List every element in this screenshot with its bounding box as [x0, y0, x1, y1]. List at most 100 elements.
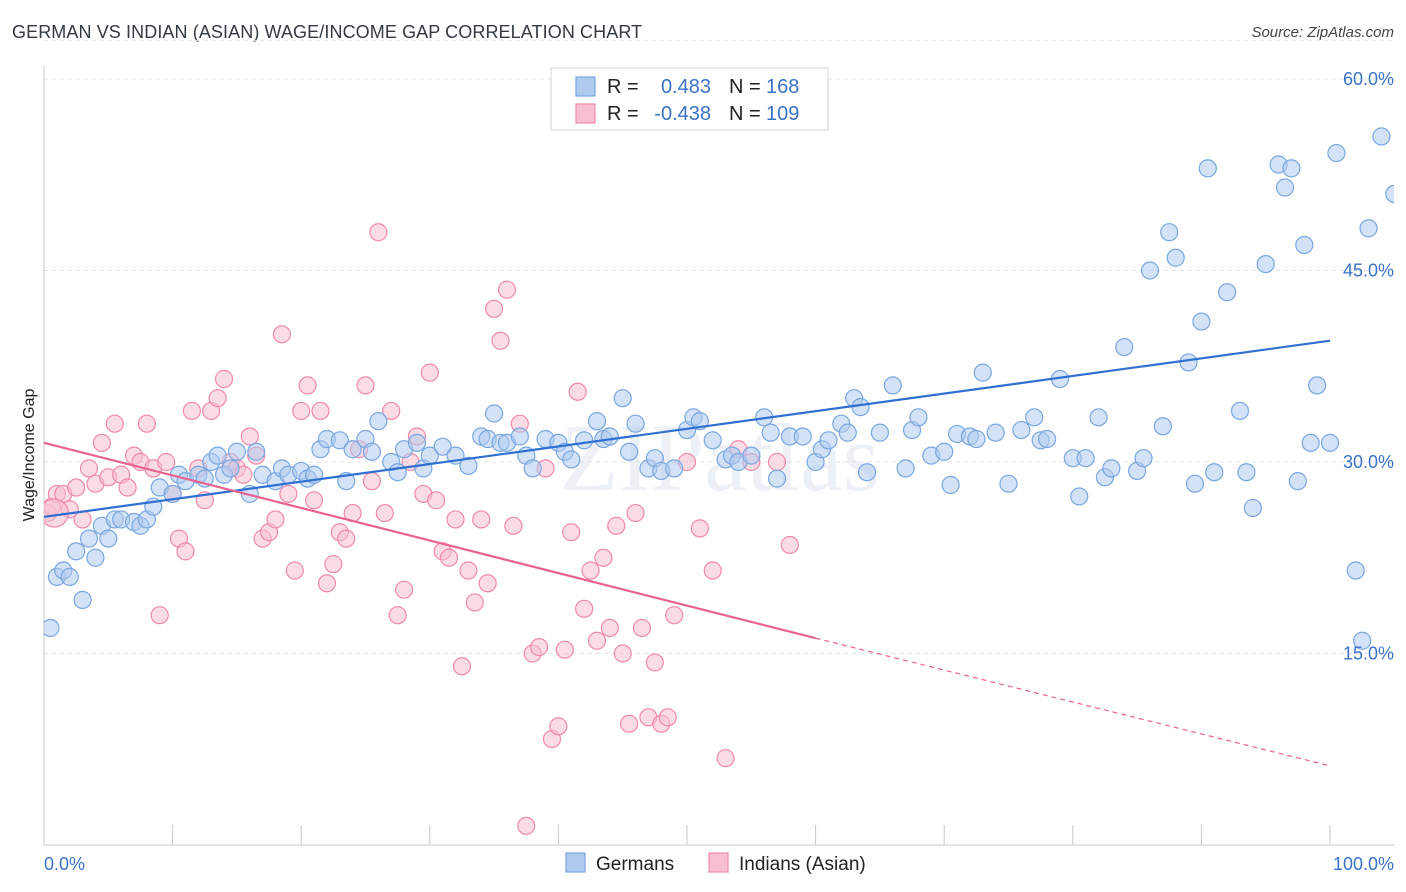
- german-point-130: [1185, 474, 1205, 493]
- german-point-146: [1320, 433, 1340, 452]
- german-point-132: [1198, 159, 1217, 178]
- german-point-25: [221, 459, 240, 478]
- indian-point-89: [607, 516, 626, 535]
- german-point-6: [79, 529, 99, 548]
- indian-point-82: [562, 523, 581, 542]
- german-point-42: [362, 442, 382, 461]
- german-point-137: [1243, 498, 1262, 518]
- german-point-64: [562, 450, 581, 469]
- german-point-152: [1385, 184, 1394, 203]
- indian-point-100: [690, 519, 709, 538]
- german-point-75: [665, 459, 684, 478]
- german-point-108: [973, 363, 992, 382]
- indian-point-64: [446, 510, 465, 529]
- german-point-9: [99, 529, 118, 548]
- german-point-96: [857, 463, 877, 482]
- legend-swatch-indians-bottom: [708, 852, 729, 873]
- indian-point-97: [658, 708, 677, 727]
- german-point-68: [600, 427, 619, 446]
- german-point-124: [1134, 449, 1153, 468]
- german-point-40: [343, 440, 362, 459]
- indian-point-86: [587, 631, 607, 650]
- indian-point-40: [292, 401, 311, 421]
- german-point-0: [44, 618, 60, 638]
- german-point-93: [838, 423, 857, 442]
- legend-label-germans: Germans: [596, 854, 674, 875]
- indian-point-52: [369, 223, 388, 242]
- legend-n-label-germans: N =: [729, 76, 761, 98]
- indian-point-37: [272, 325, 292, 344]
- indian-point-72: [497, 280, 517, 299]
- chart-title: GERMAN VS INDIAN (ASIAN) WAGE/INCOME GAP…: [12, 22, 643, 42]
- german-point-79: [703, 431, 722, 450]
- indian-point-53: [375, 503, 394, 523]
- german-point-122: [1115, 338, 1134, 357]
- legend-box: [550, 67, 829, 131]
- indian-point-23: [182, 401, 201, 421]
- german-point-112: [1025, 408, 1044, 427]
- german-point-99: [896, 459, 915, 478]
- indian-point-27: [208, 389, 227, 408]
- indian-point-5: [67, 478, 86, 497]
- german-point-119: [1089, 408, 1108, 427]
- legend-r-label-germans: R =: [607, 76, 639, 98]
- german-point-121: [1102, 459, 1121, 478]
- german-point-66: [587, 412, 607, 431]
- indian-point-36: [266, 510, 285, 529]
- indian-point-9: [92, 433, 111, 452]
- indian-point-13: [118, 478, 137, 497]
- indian-point-68: [472, 510, 491, 529]
- indian-point-38: [279, 484, 298, 504]
- german-point-71: [626, 414, 645, 433]
- indian-point-73: [504, 516, 523, 535]
- german-point-135: [1230, 401, 1250, 421]
- german-point-111: [1012, 420, 1031, 440]
- indian-point-84: [575, 599, 594, 618]
- indian-point-32: [240, 427, 259, 446]
- german-point-129: [1179, 353, 1198, 372]
- series-indians-points: [44, 223, 799, 835]
- indian-point-44: [317, 574, 337, 593]
- german-point-125: [1140, 261, 1160, 280]
- indian-point-98: [665, 606, 684, 625]
- indian-point-56: [394, 580, 414, 599]
- german-point-58: [510, 427, 529, 446]
- indian-point-92: [626, 503, 645, 523]
- indian-point-90: [613, 644, 632, 663]
- indian-point-75: [517, 816, 536, 835]
- german-point-134: [1218, 283, 1237, 302]
- german-point-131: [1192, 312, 1211, 331]
- german-point-109: [986, 423, 1005, 442]
- legend-n-value-germans: 168: [766, 76, 799, 98]
- german-point-114: [1037, 429, 1057, 449]
- indian-point-63: [439, 548, 459, 567]
- german-point-149: [1353, 631, 1372, 650]
- german-point-126: [1153, 417, 1172, 436]
- indian-point-85: [581, 561, 600, 580]
- german-point-143: [1295, 235, 1314, 255]
- legend-swatch-germans-bottom: [565, 852, 586, 873]
- indian-point-88: [600, 618, 619, 638]
- indian-point-102: [716, 749, 735, 768]
- german-point-127: [1160, 223, 1179, 242]
- indian-point-66: [459, 561, 478, 580]
- indian-point-22: [176, 542, 195, 561]
- indian-point-45: [324, 555, 343, 574]
- german-point-147: [1327, 143, 1346, 163]
- y-axis-title: Wage/Income Gap: [21, 389, 38, 522]
- german-point-141: [1282, 159, 1301, 178]
- y-tick-label-2: 45.0%: [1343, 261, 1394, 281]
- german-point-97: [870, 423, 890, 442]
- x-tick-label-max: 100.0%: [1333, 854, 1394, 874]
- german-point-85: [761, 423, 780, 442]
- german-point-38: [330, 431, 349, 450]
- indian-point-67: [465, 593, 484, 612]
- legend-swatch-indians: [575, 103, 596, 124]
- german-point-26: [227, 442, 246, 461]
- german-point-144: [1301, 433, 1320, 452]
- german-point-138: [1256, 255, 1275, 274]
- german-point-69: [613, 389, 632, 408]
- indian-point-47: [337, 529, 356, 548]
- german-point-101: [909, 408, 928, 427]
